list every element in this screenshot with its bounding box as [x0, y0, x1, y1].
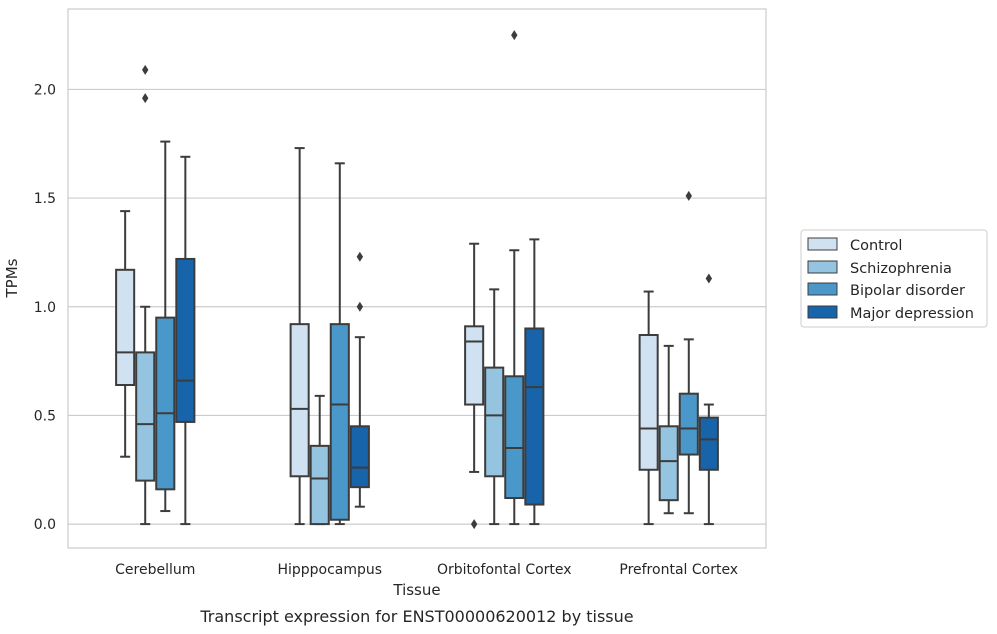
box-plot — [464, 242, 485, 530]
box — [155, 316, 176, 491]
box — [638, 334, 659, 471]
box-plot — [638, 290, 659, 526]
box — [678, 392, 699, 456]
box — [658, 425, 679, 502]
y-tick-label: 0.0 — [34, 517, 56, 533]
box-plot — [484, 288, 505, 526]
box — [135, 351, 156, 482]
box — [698, 416, 719, 471]
box-plot — [309, 394, 330, 526]
outlier-point — [705, 273, 713, 284]
box-plot — [115, 210, 136, 458]
x-tick-label: Orbitofontal Cortex — [437, 562, 572, 578]
box-plot — [504, 30, 525, 526]
legend-swatch-bipolar — [807, 282, 838, 296]
box-plot — [698, 273, 719, 526]
box — [115, 268, 136, 386]
y-axis-label: TPMs — [3, 258, 21, 298]
x-tick-label: Prefrontal Cortex — [619, 562, 738, 578]
box — [504, 375, 525, 500]
legend-swatch-depression — [807, 305, 838, 319]
box-plot — [658, 344, 679, 515]
legend-swatch-control — [807, 237, 838, 251]
outlier-point — [142, 93, 149, 104]
box-plot — [349, 251, 370, 508]
y-tick-label: 1.0 — [34, 300, 56, 316]
outlier-point — [142, 64, 149, 75]
y-tick-label: 2.0 — [34, 82, 56, 98]
legend: Control Schizophrenia Bipolar disorder M… — [800, 229, 988, 328]
box — [329, 323, 350, 521]
legend-label-schizophrenia: Schizophrenia — [850, 261, 952, 277]
box-plot — [155, 140, 176, 513]
box-plot — [678, 190, 699, 515]
y-tick-label: 1.5 — [34, 191, 56, 207]
legend-label-bipolar: Bipolar disorder — [850, 283, 965, 299]
box — [524, 327, 545, 506]
x-tick-label: Cerebellum — [115, 562, 195, 578]
boxes — [115, 30, 719, 530]
x-tick-label: Hipppocampus — [277, 562, 382, 578]
box — [175, 257, 196, 423]
legend-swatch-schizophrenia — [807, 260, 838, 274]
box-plot — [289, 147, 310, 526]
box-plot — [135, 64, 156, 526]
box — [464, 325, 485, 406]
outlier-point — [511, 30, 518, 41]
x-tick-labels: Cerebellum Hipppocampus Orbitofontal Corte… — [115, 562, 738, 578]
box-plot — [175, 155, 196, 526]
outlier-point — [356, 251, 364, 262]
figure-caption: Transcript expression for ENST0000062001… — [199, 607, 633, 626]
box — [309, 444, 330, 526]
outlier-point — [685, 190, 692, 201]
x-axis-label: Tissue — [392, 581, 440, 599]
outlier-point — [470, 519, 478, 530]
outlier-point — [356, 301, 364, 312]
box — [289, 323, 310, 478]
y-tick-label: 0.5 — [34, 408, 56, 424]
box — [349, 425, 370, 489]
legend-frame — [800, 229, 988, 328]
box-plot — [329, 162, 350, 526]
y-tick-labels: 0.0 0.5 1.0 1.5 2.0 — [34, 82, 56, 533]
box-plot — [524, 238, 545, 526]
legend-label-depression: Major depression — [850, 306, 974, 322]
legend-label-control: Control — [850, 238, 902, 254]
box — [484, 366, 505, 478]
